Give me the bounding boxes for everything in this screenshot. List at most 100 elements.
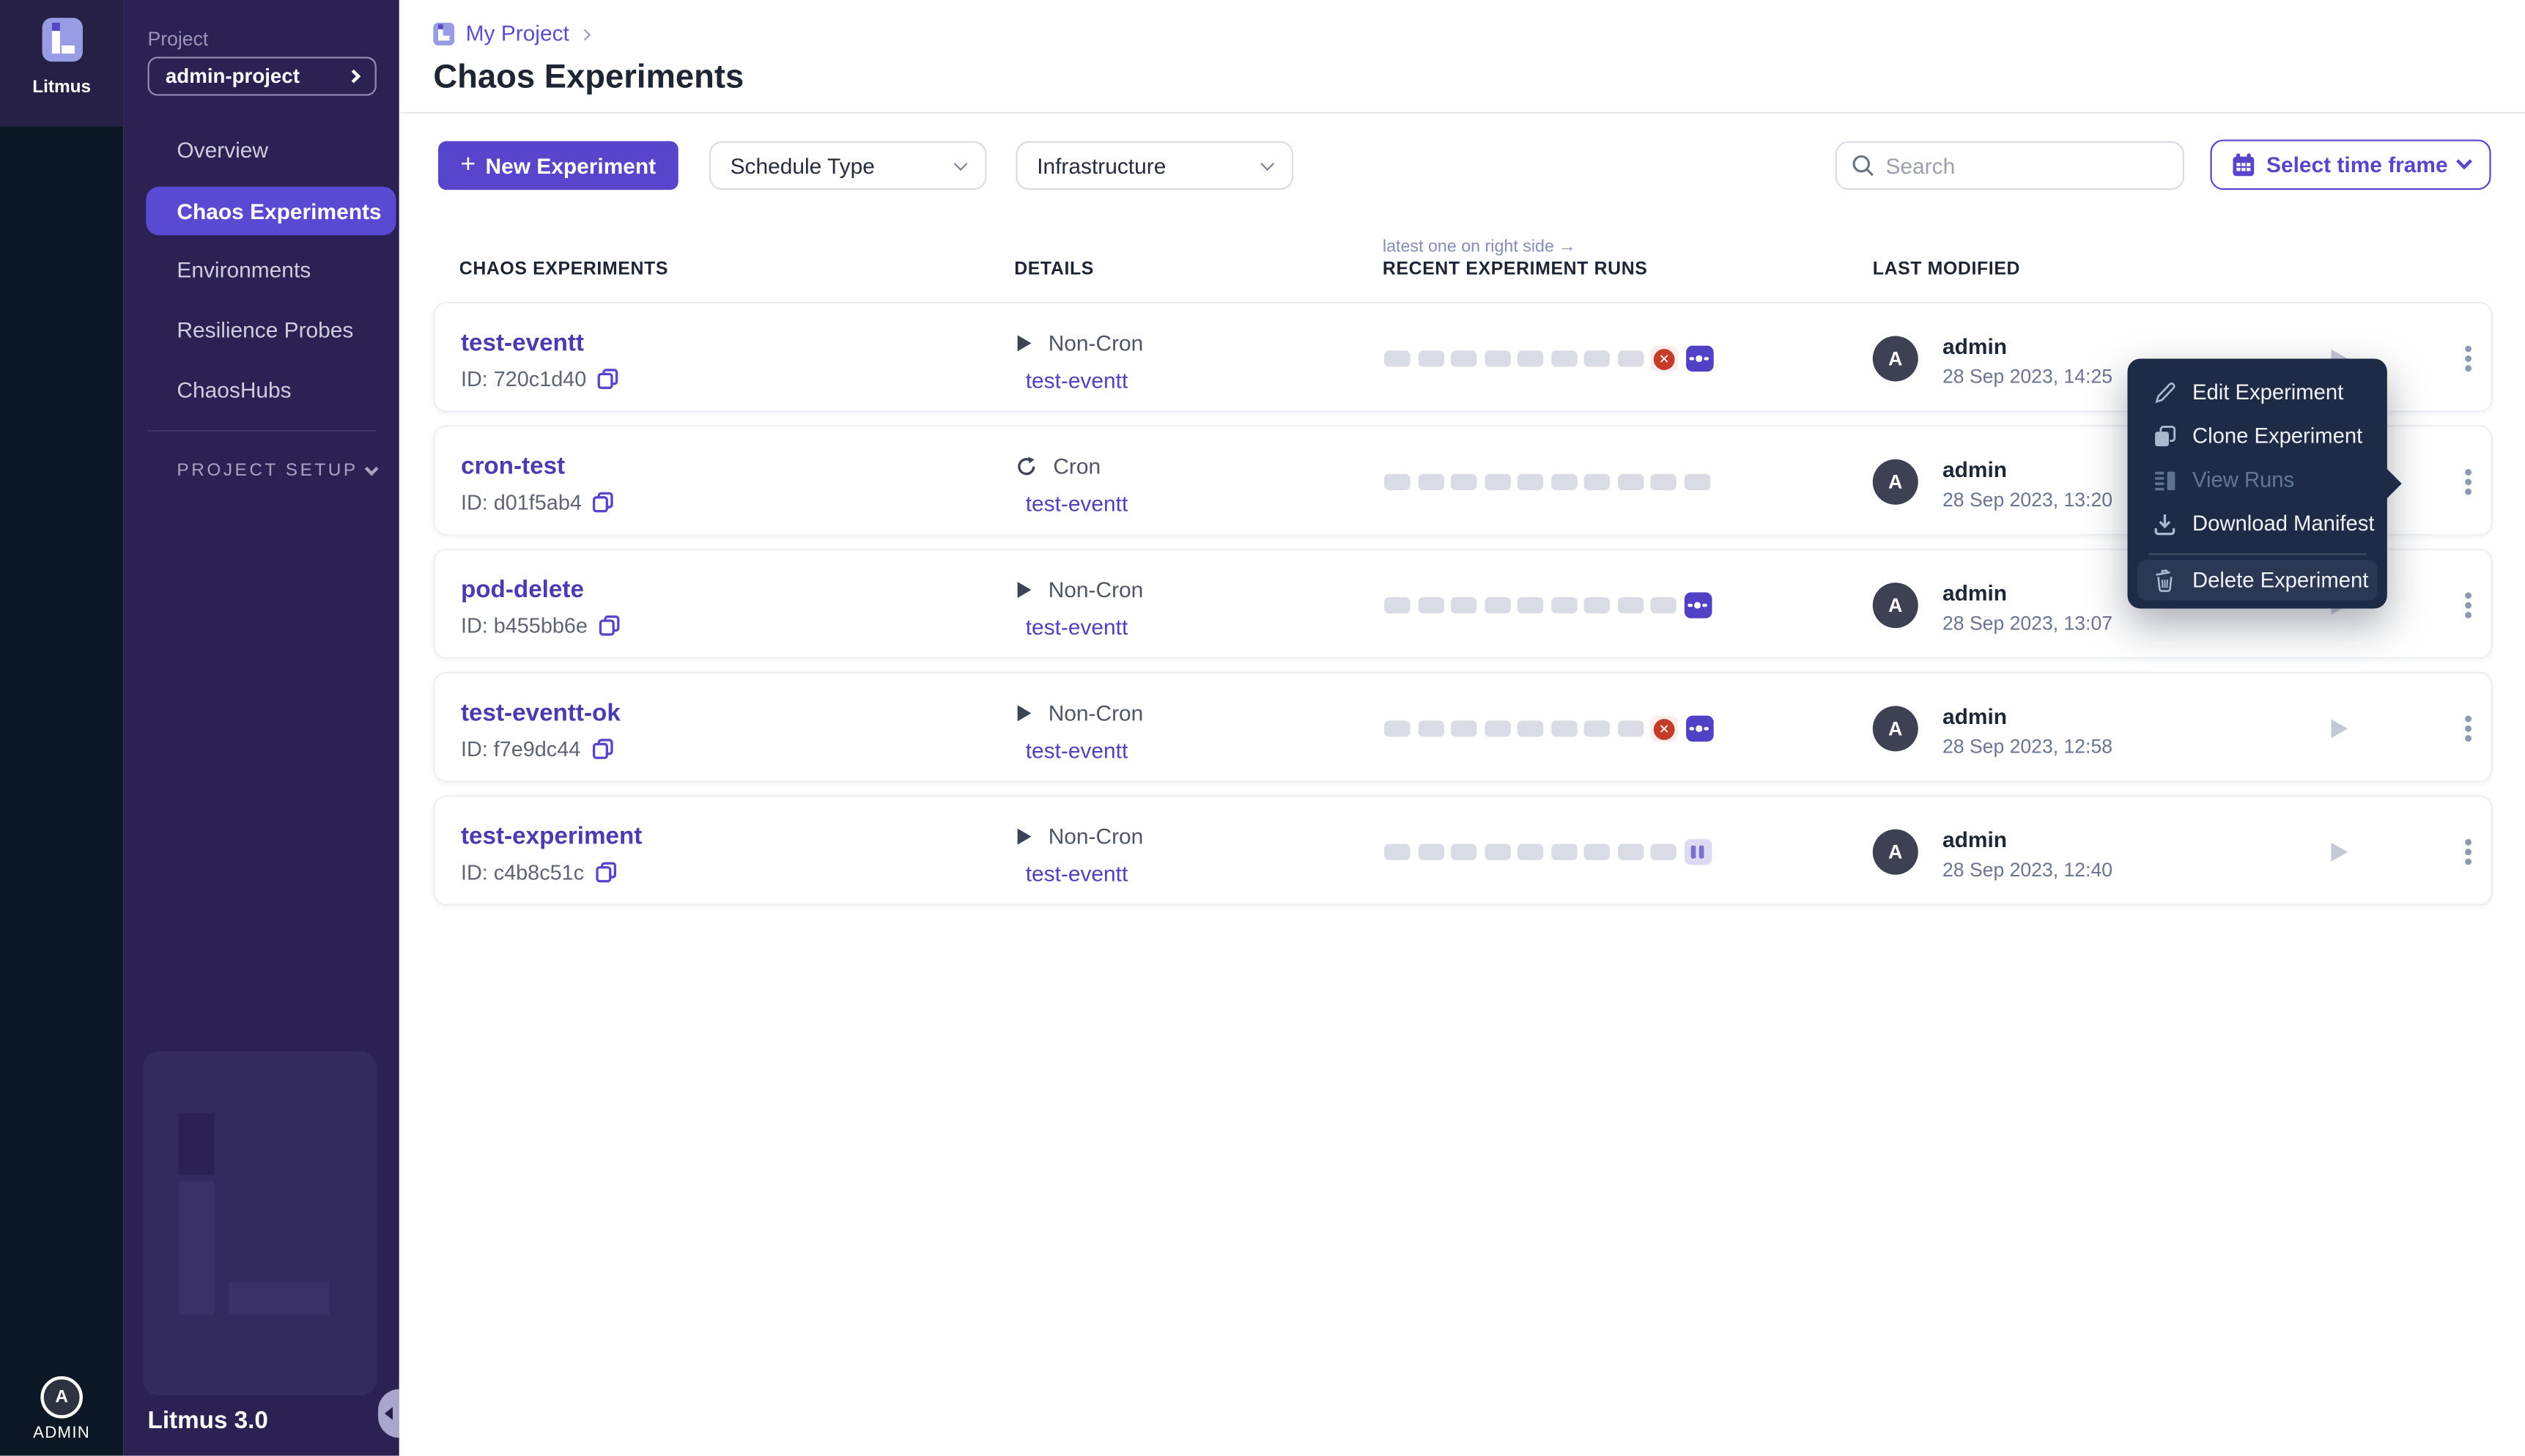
clone-icon xyxy=(2155,424,2176,446)
non-cron-icon xyxy=(1017,828,1032,845)
infrastructure-link[interactable]: test-eventt xyxy=(1025,862,1128,887)
litmus-logo-icon[interactable] xyxy=(42,18,83,62)
experiment-name-link[interactable]: test-eventt xyxy=(460,329,584,358)
row-menu-kebab-icon[interactable] xyxy=(2458,592,2478,618)
sidebar-item-environments[interactable]: Environments xyxy=(177,258,311,283)
run-na-indicator xyxy=(1583,720,1610,737)
run-na-indicator xyxy=(1550,720,1577,737)
sidebar-item-resilience-probes[interactable]: Resilience Probes xyxy=(177,318,354,343)
copy-icon[interactable] xyxy=(596,862,617,883)
project-setup-toggle[interactable]: PROJECT SETUP xyxy=(177,460,379,481)
menu-item-download-manifest[interactable]: Download Manifest xyxy=(2127,501,2387,545)
copy-icon[interactable] xyxy=(598,369,619,390)
run-na-indicator xyxy=(1417,473,1443,490)
experiment-name-link[interactable]: test-experiment xyxy=(460,822,643,851)
infrastructure-link[interactable]: test-eventt xyxy=(1025,615,1128,640)
avatar: A xyxy=(1872,459,1918,505)
page-header: My Project Chaos Experiments xyxy=(399,0,2525,114)
run-na-indicator xyxy=(1616,473,1644,490)
row-menu-kebab-icon[interactable] xyxy=(2458,345,2478,372)
project-setup-label: PROJECT SETUP xyxy=(177,460,358,481)
run-na-indicator xyxy=(1650,597,1676,614)
search-icon xyxy=(1852,155,1874,177)
schedule-type-select[interactable]: Schedule Type xyxy=(709,141,987,191)
main-content: My Project Chaos Experiments + New Exper… xyxy=(399,0,2525,1456)
run-na-indicator xyxy=(1616,843,1644,860)
menu-item-delete-experiment[interactable]: Delete Experiment xyxy=(2137,560,2378,601)
chevron-down-icon xyxy=(1260,156,1275,170)
row-menu-kebab-icon[interactable] xyxy=(2458,715,2478,742)
project-select[interactable]: admin-project xyxy=(147,56,377,96)
experiment-id: ID: d01f5ab4 xyxy=(460,489,582,515)
experiment-name-link[interactable]: cron-test xyxy=(460,452,566,481)
run-na-indicator xyxy=(1650,843,1676,860)
admin-label: ADMIN xyxy=(33,1424,91,1443)
schedule-type-value: Non-Cron xyxy=(1048,701,1144,725)
run-na-indicator xyxy=(1583,350,1610,367)
run-na-indicator xyxy=(1650,473,1676,490)
infrastructure-link[interactable]: test-eventt xyxy=(1025,492,1128,517)
copy-icon[interactable] xyxy=(592,739,613,760)
infrastructure-link[interactable]: test-eventt xyxy=(1025,368,1128,393)
run-na-indicator xyxy=(1384,843,1411,860)
breadcrumb-project-link[interactable]: My Project xyxy=(465,21,569,46)
sidebar-collapse-button[interactable] xyxy=(378,1389,399,1438)
runs-list-icon xyxy=(2155,470,2175,490)
experiment-id: ID: f7e9dc44 xyxy=(460,736,581,761)
litmus-mini-logo-icon xyxy=(433,21,455,45)
non-cron-icon xyxy=(1017,581,1032,599)
row-menu-kebab-icon[interactable] xyxy=(2458,838,2478,865)
pencil-icon xyxy=(2155,381,2175,403)
row-menu-kebab-icon[interactable] xyxy=(2458,469,2478,495)
infrastructure-select[interactable]: Infrastructure xyxy=(1016,141,1294,191)
plus-icon: + xyxy=(460,149,476,178)
sidebar-item-overview[interactable]: Overview xyxy=(177,138,269,163)
sidebar-item-chaoshubs[interactable]: ChaosHubs xyxy=(177,378,292,403)
modified-date: 28 Sep 2023, 13:07 xyxy=(1942,611,2113,635)
copy-icon[interactable] xyxy=(593,492,614,513)
run-na-indicator xyxy=(1484,350,1510,367)
breadcrumb-chevron-icon xyxy=(579,28,591,40)
version-label: Litmus 3.0 xyxy=(147,1407,268,1435)
run-na-indicator xyxy=(1484,720,1510,737)
select-time-frame-button[interactable]: Select time frame xyxy=(2210,139,2491,191)
cron-icon xyxy=(1018,457,1035,476)
experiment-name-link[interactable]: pod-delete xyxy=(460,576,584,604)
row-context-menu: Edit Experiment Clone Experiment View Ru… xyxy=(2127,358,2402,609)
menu-item-edit-experiment[interactable]: Edit Experiment xyxy=(2127,370,2387,414)
run-na-indicator xyxy=(1450,473,1477,490)
admin-avatar[interactable]: A xyxy=(40,1376,83,1419)
run-running-indicator[interactable] xyxy=(1685,345,1713,372)
experiment-name-link[interactable]: test-eventt-ok xyxy=(460,699,621,728)
run-running-indicator[interactable] xyxy=(1685,715,1713,742)
run-failed-indicator[interactable] xyxy=(1650,345,1678,372)
schedule-type-value: Cron xyxy=(1053,454,1101,479)
modified-date: 28 Sep 2023, 12:58 xyxy=(1942,735,2113,758)
menu-item-clone-experiment[interactable]: Clone Experiment xyxy=(2127,414,2387,458)
sidebar-item-chaos-experiments[interactable]: Chaos Experiments xyxy=(146,186,396,236)
experiment-row: test-experiment ID: c4b8c51c Non-Cron te… xyxy=(433,795,2493,906)
search-input[interactable] xyxy=(1885,153,2145,178)
project-label: Project xyxy=(147,27,209,51)
run-paused-indicator[interactable] xyxy=(1683,838,1712,865)
non-cron-icon xyxy=(1017,705,1032,722)
run-na-indicator xyxy=(1450,597,1477,614)
breadcrumb: My Project xyxy=(433,21,591,46)
run-na-indicator xyxy=(1384,473,1411,490)
schedule-type-label: Schedule Type xyxy=(730,153,875,178)
select-time-frame-label: Select time frame xyxy=(2266,152,2448,177)
run-failed-indicator[interactable] xyxy=(1650,715,1678,742)
menu-item-view-runs[interactable]: View Runs xyxy=(2127,458,2387,502)
run-experiment-button[interactable] xyxy=(2329,840,2350,863)
infrastructure-link[interactable]: test-eventt xyxy=(1025,738,1128,763)
run-running-indicator[interactable] xyxy=(1683,592,1712,618)
run-na-indicator xyxy=(1384,350,1411,367)
schedule-type-value: Non-Cron xyxy=(1048,577,1144,602)
run-na-indicator xyxy=(1450,720,1477,737)
run-experiment-button[interactable] xyxy=(2329,717,2350,740)
schedule-type-value: Non-Cron xyxy=(1048,824,1144,849)
run-na-indicator xyxy=(1616,350,1644,367)
new-experiment-button[interactable]: + New Experiment xyxy=(437,141,679,191)
experiment-id: ID: b455bb6e xyxy=(460,613,588,638)
copy-icon[interactable] xyxy=(599,615,620,636)
